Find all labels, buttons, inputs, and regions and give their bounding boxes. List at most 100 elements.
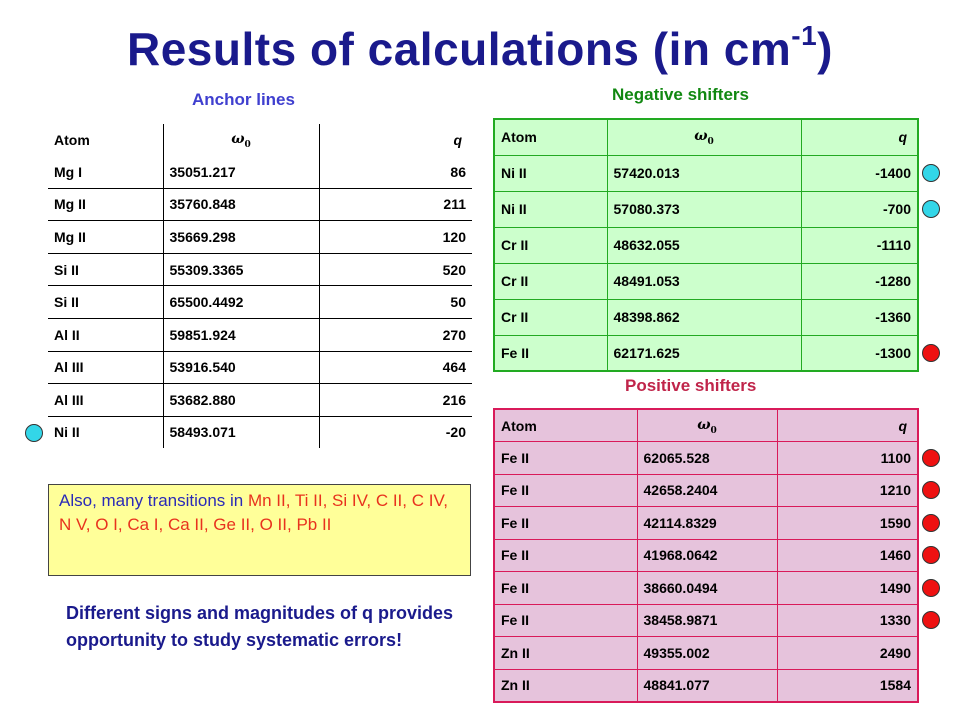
table-row: Fe II 38660.0494 1490 [493,571,919,605]
negative-shifters-caption: Negative shifters [612,85,749,104]
q-cell: -1110 [800,226,919,264]
table-row: Fe II 42114.8329 1590 [493,506,919,540]
table-row: Cr II 48398.862 -1360 [493,298,919,336]
omega-column-header: ω0 [606,118,802,156]
red-marker-icon [922,611,940,630]
table-row: Zn II 49355.002 2490 [493,636,919,670]
omega-cell: 48841.077 [636,668,778,702]
red-marker-icon [922,344,940,362]
table-header-row: Atom ω0 q [47,123,473,156]
omega-cell: 48491.053 [606,262,802,300]
atom-cell: Zn II [493,636,638,670]
q-cell: 1590 [776,506,919,540]
atom-cell: Mg I [47,155,164,189]
q-cell: 1330 [776,603,919,637]
omega-cell: 48398.862 [606,298,802,336]
table-row: Mg I 35051.217 86 [47,155,473,189]
cyan-marker-icon [25,423,43,442]
atom-column-header: Atom [47,123,164,156]
atom-cell: Al III [47,350,164,385]
omega-cell: 53916.540 [162,350,320,385]
table-row: Ni II 57080.373 -700 [493,190,919,228]
atom-cell: Fe II [493,538,638,572]
q-cell: 1584 [776,668,919,702]
q-cell: 216 [318,383,473,417]
atom-cell: Fe II [493,603,638,637]
q-cell: 1490 [776,571,919,605]
omega-column-header: ω0 [162,123,320,156]
omega-cell: 41968.0642 [636,538,778,572]
note-elements: Mn II, Ti II, Si IV, C II, C IV, N V, O … [59,491,448,534]
atom-cell: Cr II [493,298,608,336]
anchor-lines-caption: Anchor lines [192,90,295,109]
table-row: Fe II 42658.2404 1210 [493,473,919,507]
atom-cell: Cr II [493,262,608,300]
table-row: Fe II 38458.9871 1330 [493,603,919,637]
omega-cell: 35760.848 [162,187,320,222]
omega-cell: 35051.217 [162,155,320,189]
table-row: Fe II 41968.0642 1460 [493,538,919,572]
atom-cell: Si II [47,285,164,320]
table-row: Al III 53916.540 464 [47,350,473,385]
positive-shifters-caption: Positive shifters [625,376,757,395]
atom-cell: Al III [47,383,164,417]
atom-cell: Zn II [493,668,638,702]
table-header-row: Atom ω0 q [493,118,919,156]
table-row: Cr II 48632.055 -1110 [493,226,919,264]
omega-cell: 62171.625 [606,334,802,372]
atom-cell: Ni II [47,415,164,449]
atom-cell: Fe II [493,473,638,507]
table-row: Cr II 48491.053 -1280 [493,262,919,300]
omega-cell: 62065.528 [636,441,778,475]
red-marker-icon [922,448,940,467]
q-cell: 1210 [776,473,919,507]
table-row: Mg II 35760.848 211 [47,187,473,222]
table-row: Fe II 62171.625 -1300 [493,334,919,372]
table-row: Fe II 62065.528 1100 [493,441,919,475]
q-cell: -1360 [800,298,919,336]
table-row: Si II 65500.4492 50 [47,285,473,320]
atom-cell: Ni II [493,154,608,192]
atom-cell: Cr II [493,226,608,264]
q-cell: 120 [318,220,473,254]
red-marker-icon [922,513,940,532]
q-cell: 520 [318,252,473,287]
table-row: Ni II 58493.071 -20 [47,415,473,449]
omega-cell: 42114.8329 [636,506,778,540]
omega-cell: 65500.4492 [162,285,320,320]
note-prefix: Also, many transitions in [59,491,248,510]
q-column-header: q [800,118,919,156]
q-cell: -1280 [800,262,919,300]
red-marker-icon [922,481,940,500]
q-cell: 1100 [776,441,919,475]
atom-cell: Si II [47,252,164,287]
cyan-marker-icon [922,164,940,182]
q-cell: -700 [800,190,919,228]
q-cell: 86 [318,155,473,189]
omega-cell: 57420.013 [606,154,802,192]
omega-cell: 57080.373 [606,190,802,228]
atom-cell: Fe II [493,441,638,475]
q-column-header: q [776,408,919,442]
table-row: Al II 59851.924 270 [47,318,473,352]
table-row: Zn II 48841.077 1584 [493,668,919,702]
atom-column-header: Atom [493,118,608,156]
q-cell: 211 [318,187,473,222]
omega-cell: 59851.924 [162,318,320,352]
positive-shifters-table: Atom ω0 q Fe II 62065.528 1100 Fe II 42658.2… [493,408,919,703]
q-column-header: q [318,123,473,156]
anchor-lines-table: Atom ω0 q Mg I 35051.217 86 Mg II 35760.848 2… [46,122,474,450]
table-row: Ni II 57420.013 -1400 [493,154,919,192]
atom-cell: Mg II [47,220,164,254]
negative-shifters-table: Atom ω0 q Ni II 57420.013 -1400 Ni II 57080.… [493,118,919,372]
omega-cell: 55309.3365 [162,252,320,287]
table-header-row: Atom ω0 q [493,408,919,442]
red-marker-icon [922,578,940,597]
q-cell: 464 [318,350,473,385]
table-row: Mg II 35669.298 120 [47,220,473,254]
omega-cell: 49355.002 [636,636,778,670]
q-cell: -20 [318,415,473,449]
omega-cell: 58493.071 [162,415,320,449]
atom-cell: Fe II [493,571,638,605]
atom-column-header: Atom [493,408,638,442]
